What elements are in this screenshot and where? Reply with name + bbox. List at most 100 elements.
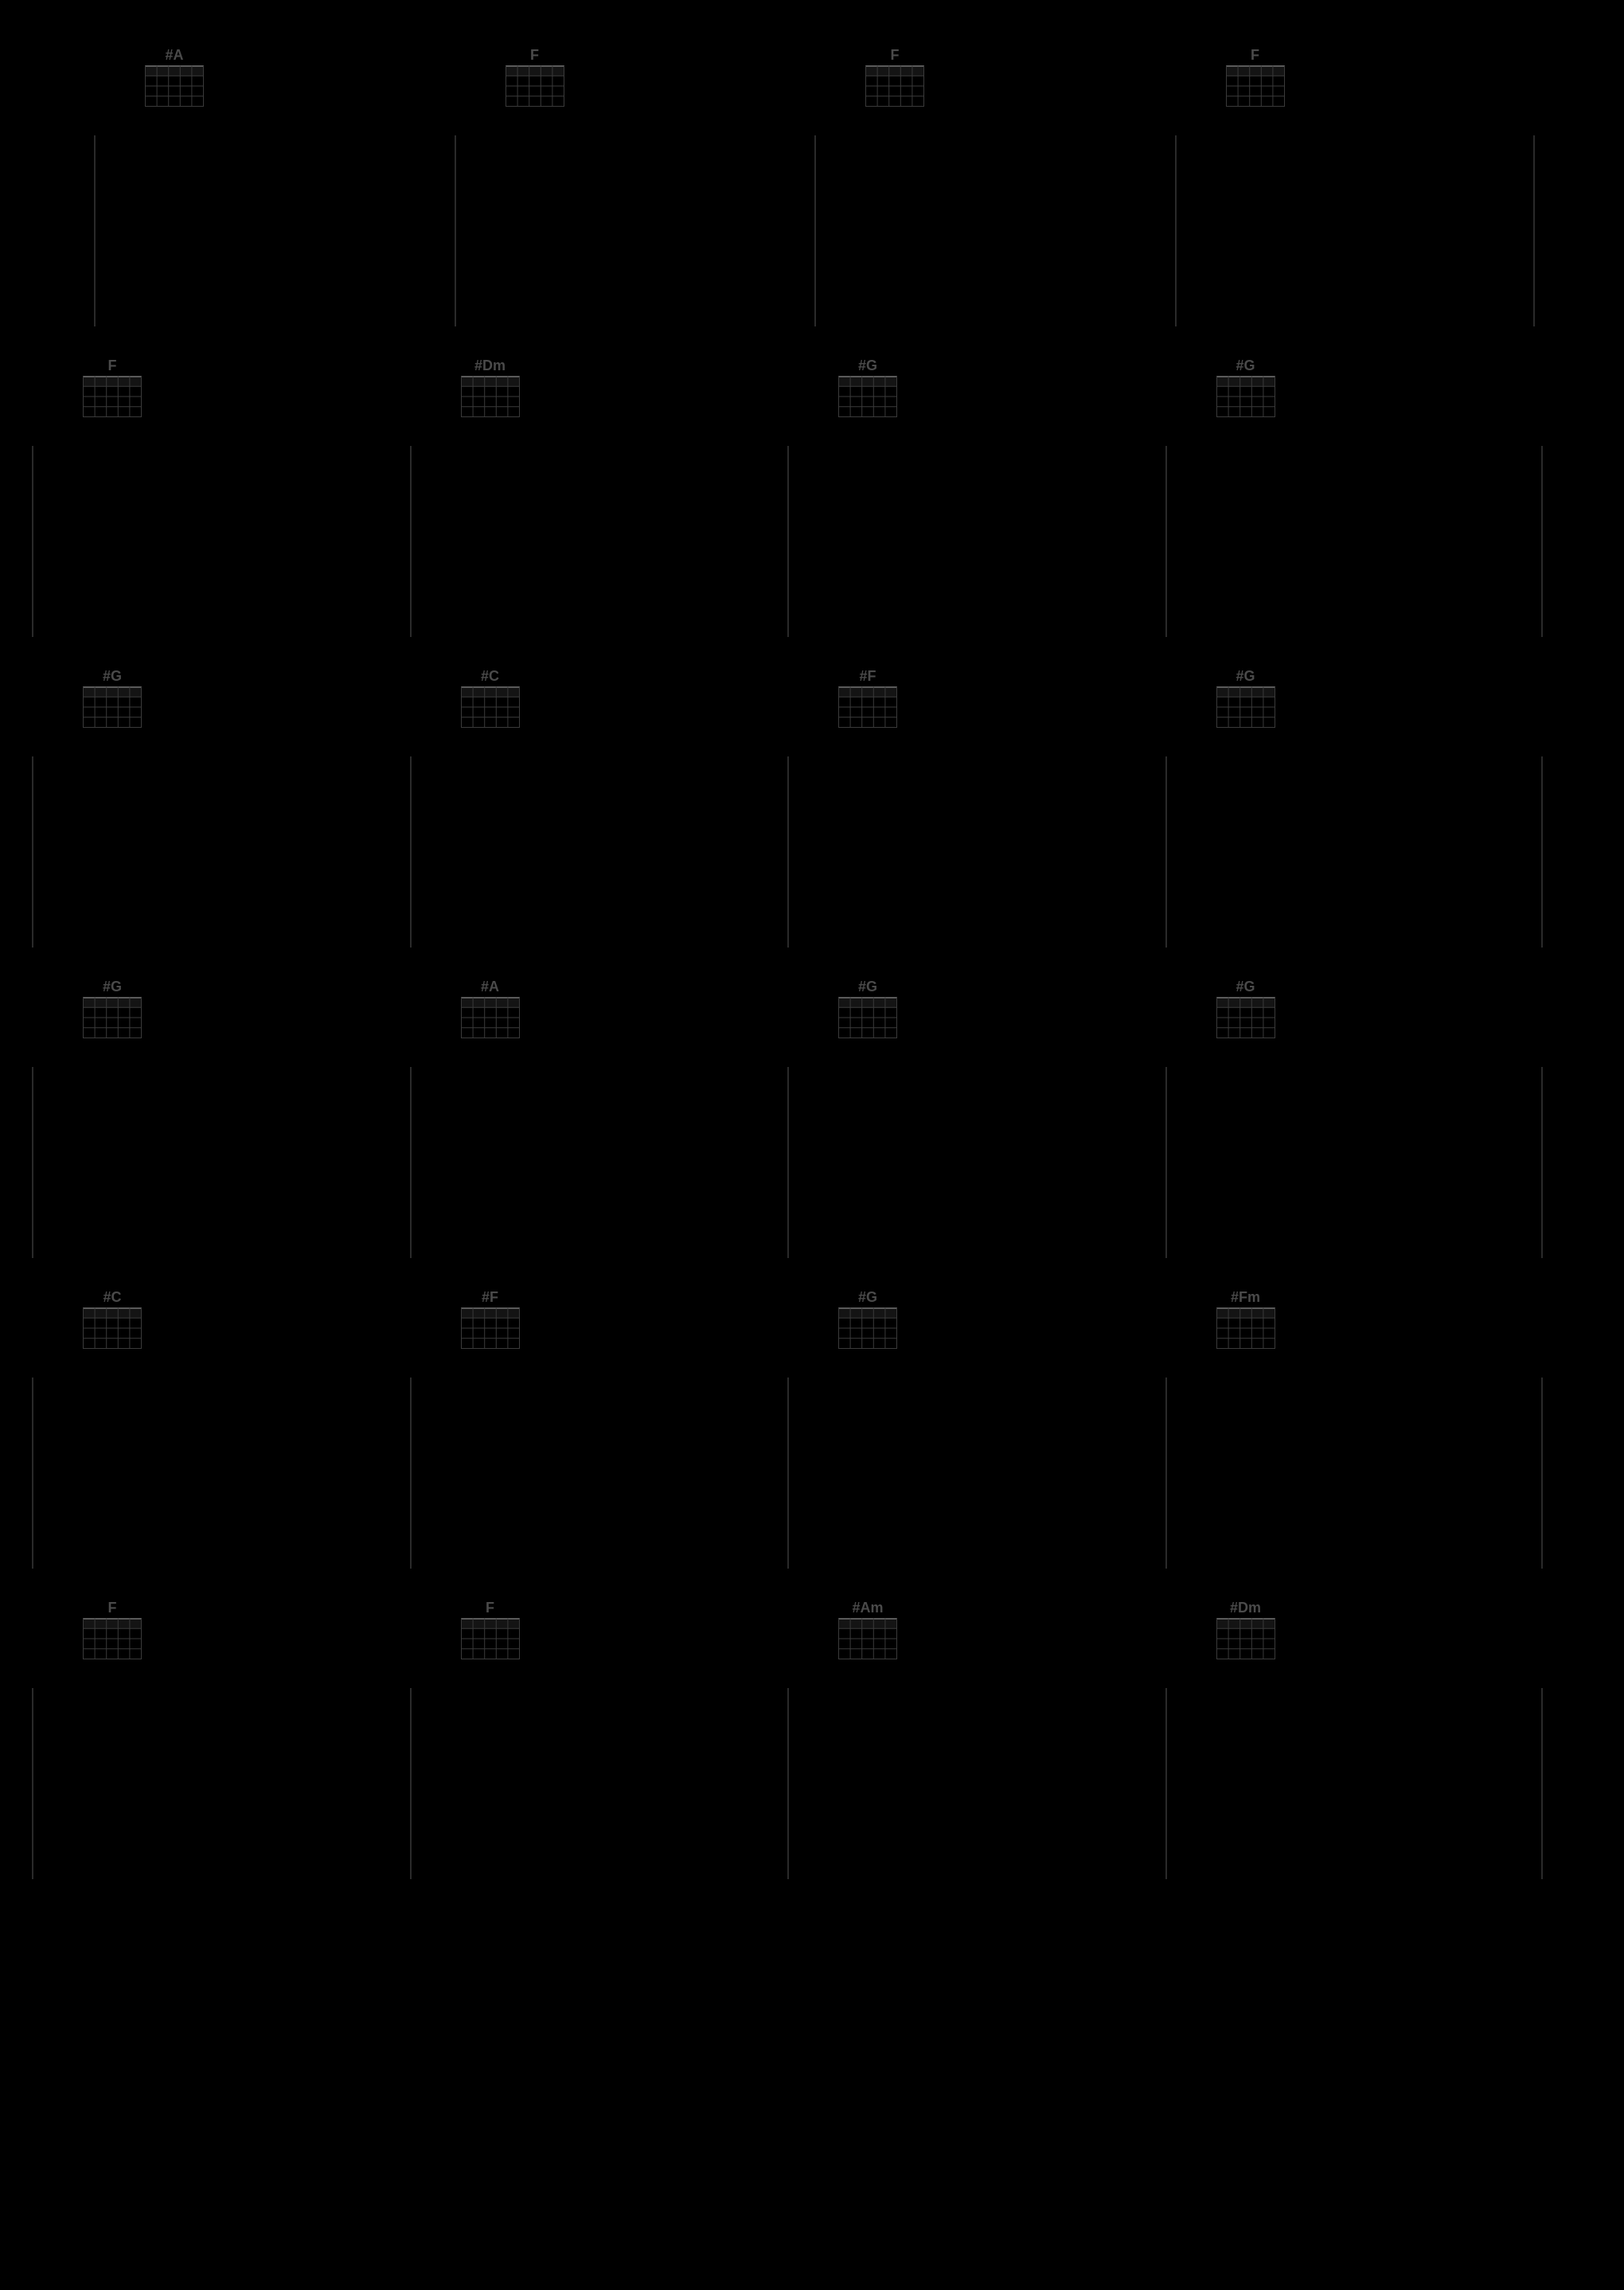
barline [1541,756,1543,948]
chord-diagram: #A [140,48,209,107]
measure: #G [1165,1067,1544,1258]
barline [32,1067,33,1258]
measure: #F [787,756,1165,948]
measure: #C [32,1378,410,1569]
measure: #G [787,446,1165,637]
barline [787,1378,789,1569]
chord-name-label: #C [456,669,525,683]
measure: #A [94,135,455,326]
measure: #G [1165,756,1544,948]
measure: F [32,446,410,637]
barline [787,1688,789,1879]
chord-name-label: #Dm [456,358,525,373]
barline [455,135,456,326]
chord-diagram: #Fm [1212,1290,1280,1349]
barline [1165,1378,1167,1569]
barline [814,135,816,326]
chord-name-label: #G [833,1290,902,1304]
chord-diagram: #C [456,669,525,728]
chord-diagram: F [78,358,146,417]
chord-name-label: #G [1212,979,1280,994]
barline [410,756,412,948]
chord-diagram: #G [833,1290,902,1349]
chord-name-label: F [78,358,146,373]
chord-grid-icon [78,997,146,1038]
chord-name-label: #G [78,979,146,994]
barline [787,756,789,948]
chord-name-label: #Fm [1212,1290,1280,1304]
barline [94,135,96,326]
measure: F [410,1688,788,1879]
barline [787,1067,789,1258]
barline [1541,1378,1543,1569]
barline [32,1378,33,1569]
staff-row: #G#A#G#G [32,1067,1592,1258]
barline [787,446,789,637]
measure: F [814,135,1175,326]
chord-grid-icon [78,686,146,728]
barline [1165,1067,1167,1258]
barline [32,756,33,948]
chord-name-label: #C [78,1290,146,1304]
chord-diagram: #Dm [456,358,525,417]
chord-name-label: F [456,1600,525,1615]
chord-grid-icon [833,1307,902,1349]
chord-diagram: F [861,48,929,107]
chord-grid-icon [456,686,525,728]
chord-name-label: #F [833,669,902,683]
measure: #F [410,1378,788,1569]
chord-grid-icon [833,1618,902,1659]
chord-name-label: F [78,1600,146,1615]
chord-grid-icon [1221,65,1290,107]
staff-row: F#Dm#G#G [32,446,1592,637]
chord-grid-icon [456,376,525,417]
chord-name-label: #F [456,1290,525,1304]
measure: F [1175,135,1536,326]
tab-page: #AFFFF#Dm#G#G#G#C#F#G#G#A#G#G#C#F#G#FmFF… [0,0,1624,2158]
chord-diagram: #G [1212,358,1280,417]
staff-row: FF#Am#Dm [32,1688,1592,1879]
chord-grid-icon [833,376,902,417]
chord-grid-icon [456,997,525,1038]
chord-diagram: #G [833,358,902,417]
chord-diagram: #G [78,979,146,1038]
measure: #Am [787,1688,1165,1879]
chord-grid-icon [1212,1307,1280,1349]
barline [1165,756,1167,948]
barline [1165,1688,1167,1879]
measure: #Dm [1165,1688,1544,1879]
chord-grid-icon [833,686,902,728]
barline [410,446,412,637]
staff-row: #G#C#F#G [32,756,1592,948]
barline [1541,1067,1543,1258]
barline [410,1688,412,1879]
measure: #Dm [410,446,788,637]
chord-diagram: F [501,48,569,107]
chord-grid-icon [833,997,902,1038]
chord-grid-icon [861,65,929,107]
measure: #G [787,1067,1165,1258]
chord-grid-icon [1212,1618,1280,1659]
chord-grid-icon [501,65,569,107]
chord-grid-icon [1212,997,1280,1038]
barline [1541,1688,1543,1879]
chord-diagram: #Dm [1212,1600,1280,1659]
chord-name-label: #A [456,979,525,994]
chord-name-label: #G [833,358,902,373]
measure: #G [1165,446,1544,637]
barline [32,1688,33,1879]
chord-name-label: F [861,48,929,62]
chord-diagram: #Am [833,1600,902,1659]
chord-diagram: #G [833,979,902,1038]
measure: #G [32,756,410,948]
chord-name-label: #G [1212,669,1280,683]
barline [410,1378,412,1569]
measure: #G [32,1067,410,1258]
chord-grid-icon [78,1618,146,1659]
measure: F [32,1688,410,1879]
chord-grid-icon [1212,376,1280,417]
measure: #Fm [1165,1378,1544,1569]
barline [1165,446,1167,637]
chord-grid-icon [1212,686,1280,728]
chord-diagram: #G [1212,979,1280,1038]
